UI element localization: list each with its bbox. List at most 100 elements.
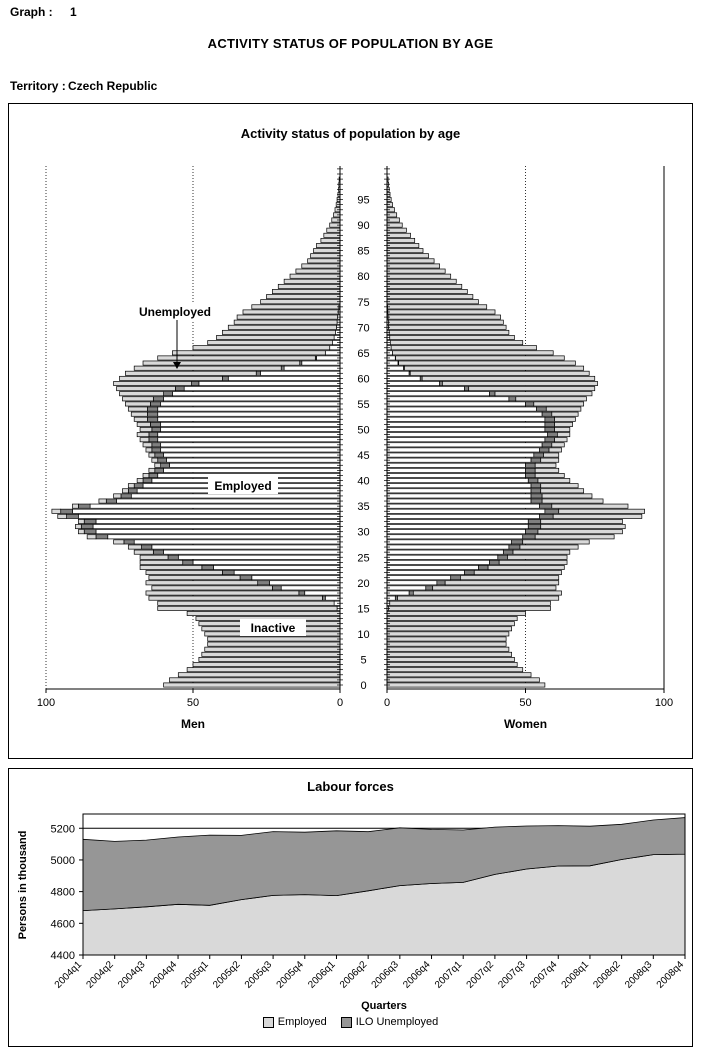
pyramid-bar-segment [386,411,543,417]
pyramid-bar-segment [386,437,546,443]
pyramid-bar-segment [166,457,341,463]
pyramid-svg: 0 0 50 50 100 100 0 5 10 15 20 25 30 35 40 45 50 55 60 65 70… [37,166,673,731]
pyramid-bar-segment [183,386,341,392]
pyramid-bar-segment [295,268,341,274]
pyramid-bar-segment [66,513,79,519]
x-tick-label: 2007q1 [433,959,465,991]
pyramid-bar-segment [386,432,549,438]
pyramid-bar-segment [198,656,341,662]
plot-border [82,813,686,956]
age-tick-label: 20 [357,578,369,590]
pyramid-bar-segment [127,406,148,412]
pyramid-bar-segment [558,508,645,514]
pyramid-bar-segment [386,513,540,519]
age-tick-label: 25 [357,552,369,564]
pyramid-bar-segment [386,519,529,524]
graph-number: 1 [70,5,77,19]
pyramid-bar-segment [544,421,555,427]
pyramid-bar-segment [116,498,341,504]
pyramid-bar-segment [157,473,341,478]
pyramid-bar-segment [142,442,153,448]
pyramid-bar-segment [525,467,536,473]
pyramid-bar-segment [51,508,62,514]
pyramid-bar-segment [386,529,526,535]
pyramid-bar-segment [141,544,153,550]
pyramid-bar-segment [239,575,253,581]
pyramid-bar-segment [538,503,553,509]
pyramid-bar-segment [468,386,596,392]
age-tick-label: 15 [357,603,369,615]
x-tick-label: 2004q4 [148,959,180,991]
pyramid-bar-segment [388,319,504,325]
pyramid-bar-segment [386,263,440,269]
pyramid-bar-segment [386,508,546,514]
pyramid-bar-segment [163,682,341,688]
pyramid-bar-segment [386,457,532,463]
pyramid-bar-segment [397,595,560,601]
pyramid-bar-segment [160,462,170,468]
pyramid-bar-segment [107,534,341,540]
pyramid-bar-segment [233,570,341,576]
pyramid-bar-segment [142,360,301,366]
pyramid-bar-segment [310,253,341,259]
pyramid-bar-segment [222,329,336,335]
pyramid-bar-segment [389,335,515,340]
pyramid-bar-segment [386,524,529,530]
pyramid-bar-segment [160,427,341,432]
pyramid-bar-segment [119,375,223,381]
pyramid-bar-segment [540,483,579,489]
pyramid-bar-segment [530,493,543,499]
pyramid-bar-segment [507,554,568,560]
pyramid-bar-segment [95,529,341,535]
pyramid-bar-segment [386,651,513,657]
pyramid-bar-segment [207,636,341,642]
pyramid-bar-segment [386,585,427,591]
pyramid-bar-segment [120,493,132,499]
pyramid-bar-segment [136,478,144,484]
pyramid-bar-segment [386,467,526,473]
pyramid-bar-segment [388,605,551,611]
pyramid-bar-segment [386,406,537,412]
pyramid-bar-segment [386,570,465,576]
pyramid-bar-segment [163,396,341,402]
pyramid-bar-segment [60,508,73,514]
pyramid-bar-segment [154,467,164,473]
pyramid-bar-segment [421,375,596,381]
pyramid-bar-segment [255,370,261,376]
pyramid-chart-title: Activity status of population by age [240,126,461,141]
pyramid-bar-segment [236,314,338,320]
pyramid-bar-segment [489,559,500,565]
pyramid-bar-segment [72,508,341,514]
pyramid-bar-segment [160,421,341,427]
pyramid-bar-segment [489,391,496,397]
age-tick-label: 45 [357,450,369,462]
pyramid-bar-segment [277,283,341,289]
pyramid-bar-segment [260,299,341,305]
men-axis-tick-label: 100 [37,697,55,709]
pyramid-bar-segment [386,493,532,499]
pyramid-bar-segment [386,503,540,509]
pyramid-bar-segment [537,529,623,535]
pyramid-bar-segment [450,575,461,581]
unemployed-pointer-arrow-icon [173,362,181,369]
pyramid-bar-segment [251,575,341,581]
pyramid-bar-segment [386,232,411,238]
pyramid-bar-segment [192,559,341,565]
pyramid-bar-segment [386,565,479,570]
pyramid-bar-segment [152,396,164,402]
territory-value: Czech Republic [68,79,158,93]
pyramid-bar-segment [386,386,465,392]
pyramid-bar-segment [169,677,341,683]
pyramid-bar-segment [160,447,341,453]
pyramid-bar-segment [386,473,526,478]
labour-chart-title: Labour forces [307,779,394,794]
pyramid-bar-segment [260,370,341,376]
pyramid-bar-segment [386,580,438,586]
pyramid-bar-segment [444,580,560,586]
pyramid-bar-segment [540,524,626,530]
pyramid-bar-segment [201,651,341,657]
pyramid-bar-segment [119,391,164,397]
pyramid-bar-segment [386,539,513,545]
pyramid-bar-segment [172,391,341,397]
pyramid-bar-segment [386,283,463,289]
